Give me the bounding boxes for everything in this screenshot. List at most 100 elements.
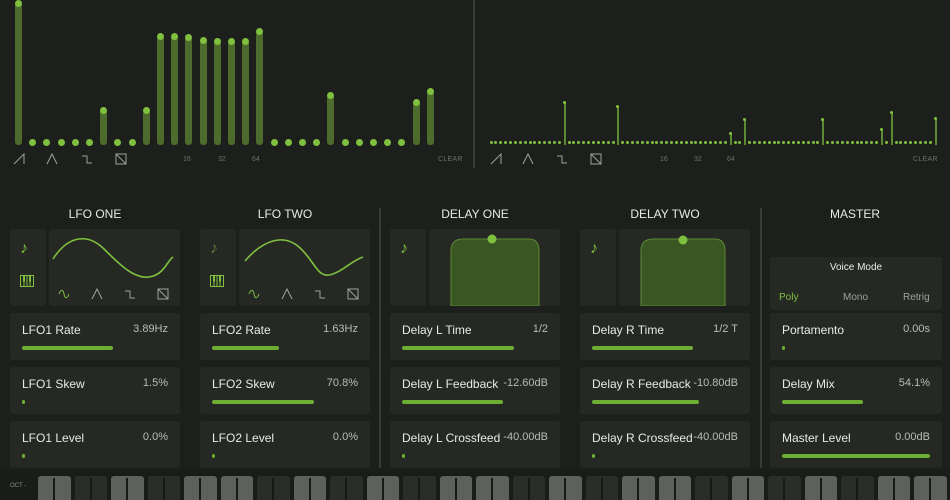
- key-divider: [856, 478, 859, 500]
- step-dot: [733, 140, 737, 144]
- square-wave-icon[interactable]: [81, 152, 93, 170]
- random-wave-icon[interactable]: [157, 287, 169, 305]
- note-sync-icon[interactable]: ♪: [590, 240, 598, 257]
- square-wave-icon[interactable]: [124, 287, 136, 305]
- param-slider[interactable]: [212, 346, 358, 350]
- square-wave-icon[interactable]: [314, 287, 326, 305]
- param-lfo1-skew[interactable]: LFO1 Skew 1.5%: [10, 367, 180, 414]
- step-dot: [621, 140, 625, 144]
- param-delay-mix[interactable]: Delay Mix 54.1%: [770, 367, 942, 414]
- lfo1-wave-graph: [52, 237, 174, 278]
- piano-keytrack-icon[interactable]: [210, 274, 224, 292]
- sequencer-right[interactable]: [480, 0, 950, 170]
- step-dot: [801, 140, 805, 144]
- step-length-64[interactable]: 64: [252, 156, 260, 163]
- param-slider[interactable]: [22, 400, 168, 404]
- param-slider-fill: [212, 454, 215, 458]
- step-dot: [557, 140, 561, 144]
- param-label: Delay R Time: [592, 323, 665, 337]
- step-dot: [655, 140, 659, 144]
- param-label: LFO1 Rate: [22, 323, 81, 337]
- random-wave-icon[interactable]: [347, 287, 359, 305]
- divider: [473, 0, 475, 168]
- param-slider[interactable]: [592, 400, 738, 404]
- param-lfo1-level[interactable]: LFO1 Level 0.0%: [10, 421, 180, 468]
- param-lfo2-rate[interactable]: LFO2 Rate 1.63Hz: [200, 313, 370, 360]
- random-wave-icon[interactable]: [590, 152, 602, 170]
- param-value: 1.5%: [142, 377, 168, 389]
- saw-wave-icon[interactable]: [13, 152, 25, 170]
- param-slider[interactable]: [782, 346, 930, 350]
- param-slider[interactable]: [212, 454, 358, 458]
- step-dot: [370, 139, 377, 147]
- step-dot: [753, 140, 757, 144]
- param-delay-r-crossfeed[interactable]: Delay R Crossfeed -40.00dB: [580, 421, 750, 468]
- delay2-filter-display[interactable]: [619, 229, 750, 307]
- sine-wave-icon[interactable]: [58, 287, 70, 305]
- triangle-wave-icon[interactable]: [522, 152, 534, 170]
- note-sync-icon[interactable]: ♪: [400, 240, 408, 257]
- param-delay-r-time[interactable]: Delay R Time 1/2 T: [580, 313, 750, 360]
- key-divider: [381, 478, 384, 500]
- param-slider[interactable]: [402, 346, 548, 350]
- step-dot: [504, 140, 508, 144]
- clear-button[interactable]: CLEAR: [913, 156, 938, 163]
- step-bar: [142, 109, 150, 145]
- param-delay-l-time[interactable]: Delay L Time 1/2: [390, 313, 560, 360]
- step-dot: [899, 140, 903, 144]
- param-slider[interactable]: [22, 346, 168, 350]
- step-dot: [728, 132, 732, 136]
- sine-wave-icon[interactable]: [248, 287, 260, 305]
- param-slider[interactable]: [212, 400, 358, 404]
- param-slider[interactable]: [402, 400, 548, 404]
- param-slider[interactable]: [22, 454, 168, 458]
- param-slider[interactable]: [592, 454, 738, 458]
- voice-mode-mono[interactable]: Mono: [843, 292, 869, 303]
- step-length-16[interactable]: 16: [660, 156, 668, 163]
- triangle-wave-icon[interactable]: [91, 287, 103, 305]
- param-lfo2-level[interactable]: LFO2 Level 0.0%: [200, 421, 370, 468]
- step-dot: [242, 38, 250, 46]
- param-slider[interactable]: [782, 400, 930, 404]
- step-bar: [563, 102, 566, 145]
- param-slider[interactable]: [782, 454, 930, 458]
- param-delay-l-crossfeed[interactable]: Delay L Crossfeed -40.00dB: [390, 421, 560, 468]
- note-sync-icon[interactable]: ♪: [210, 240, 218, 257]
- sequencer-left[interactable]: [0, 0, 472, 170]
- saw-wave-icon[interactable]: [490, 152, 502, 170]
- delay1-filter-display[interactable]: [429, 229, 560, 307]
- triangle-wave-icon[interactable]: [46, 152, 58, 170]
- octave-down-button[interactable]: OCT -: [10, 483, 27, 489]
- step-dot: [567, 140, 571, 144]
- step-dot: [787, 140, 791, 144]
- param-value: -12.60dB: [503, 377, 548, 389]
- param-lfo1-rate[interactable]: LFO1 Rate 3.89Hz: [10, 313, 180, 360]
- step-length-32[interactable]: 32: [694, 156, 702, 163]
- voice-mode-retrig[interactable]: Retrig: [903, 292, 930, 303]
- step-length-16[interactable]: 16: [183, 156, 191, 163]
- voice-mode-selector: Voice Mode Poly Mono Retrig: [770, 257, 942, 310]
- square-wave-icon[interactable]: [556, 152, 568, 170]
- param-portamento[interactable]: Portamento 0.00s: [770, 313, 942, 360]
- param-slider-fill: [22, 454, 25, 458]
- step-length-64[interactable]: 64: [727, 156, 735, 163]
- param-master-level[interactable]: Master Level 0.00dB: [770, 421, 942, 468]
- clear-button[interactable]: CLEAR: [438, 156, 463, 163]
- param-label: Delay R Feedback: [592, 377, 691, 391]
- step-dot: [713, 140, 717, 144]
- triangle-wave-icon[interactable]: [281, 287, 293, 305]
- param-slider[interactable]: [592, 346, 738, 350]
- step-dot: [327, 92, 335, 100]
- step-dot: [142, 106, 150, 114]
- param-slider[interactable]: [402, 454, 548, 458]
- step-dot: [914, 140, 918, 144]
- random-wave-icon[interactable]: [115, 152, 127, 170]
- param-label: Master Level: [782, 431, 851, 445]
- step-length-32[interactable]: 32: [218, 156, 226, 163]
- param-delay-l-feedback[interactable]: Delay L Feedback -12.60dB: [390, 367, 560, 414]
- voice-mode-poly[interactable]: Poly: [779, 292, 799, 303]
- param-delay-r-feedback[interactable]: Delay R Feedback -10.80dB: [580, 367, 750, 414]
- param-lfo2-skew[interactable]: LFO2 Skew 70.8%: [200, 367, 370, 414]
- piano-keytrack-icon[interactable]: [20, 274, 34, 292]
- note-sync-icon[interactable]: ♪: [20, 240, 28, 257]
